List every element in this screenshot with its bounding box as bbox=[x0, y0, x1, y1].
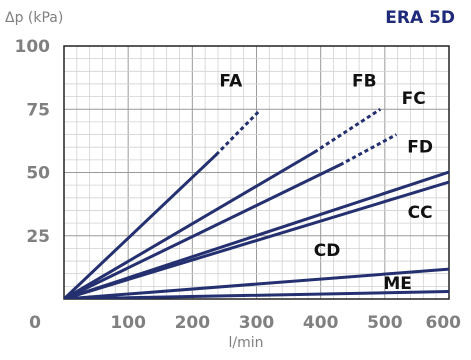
x-tick-label: 200 bbox=[175, 313, 211, 333]
series-group bbox=[64, 107, 449, 299]
line-label-group: FA FB FC FD CC CD ME bbox=[219, 71, 433, 293]
tick-group: 0 100 200 300 400 500 600 25 50 75 100 bbox=[15, 37, 462, 333]
grid bbox=[64, 46, 449, 299]
x-tick-label: 0 bbox=[29, 313, 41, 333]
series-line-fb bbox=[64, 150, 316, 299]
y-tick-label: 100 bbox=[15, 37, 51, 57]
series-line-me bbox=[64, 290, 449, 299]
series-line-fd bbox=[64, 170, 449, 299]
series-line-cc bbox=[64, 180, 449, 299]
line-label-fc: FC bbox=[402, 89, 426, 109]
line-label-cc: CC bbox=[408, 203, 433, 223]
x-tick-label: 100 bbox=[110, 313, 146, 333]
series-line-fb-extrapolated bbox=[313, 107, 382, 154]
y-tick-label: 25 bbox=[26, 227, 50, 247]
x-tick-label: 400 bbox=[303, 313, 339, 333]
series-line-fa bbox=[64, 153, 218, 299]
x-axis-title: l/min bbox=[228, 335, 263, 351]
series-line-fa-extrapolated bbox=[215, 110, 260, 156]
series-line-fc-extrapolated bbox=[339, 133, 398, 167]
x-tick-label: 500 bbox=[367, 313, 403, 333]
line-label-fb: FB bbox=[352, 71, 377, 91]
chart-title: ERA 5D bbox=[385, 8, 455, 28]
line-label-fd: FD bbox=[407, 137, 433, 157]
series-line-fc bbox=[64, 163, 342, 299]
y-axis-title: Δp (kPa) bbox=[5, 10, 63, 26]
line-label-me: ME bbox=[383, 274, 412, 294]
x-tick-label: 300 bbox=[239, 313, 275, 333]
series-lines bbox=[64, 107, 449, 299]
line-label-fa: FA bbox=[219, 71, 243, 91]
series-line-cd bbox=[64, 267, 449, 299]
y-tick-label: 50 bbox=[26, 164, 50, 184]
line-label-cd: CD bbox=[314, 241, 341, 261]
y-tick-label: 75 bbox=[26, 100, 50, 120]
x-tick-label: 600 bbox=[426, 313, 462, 333]
